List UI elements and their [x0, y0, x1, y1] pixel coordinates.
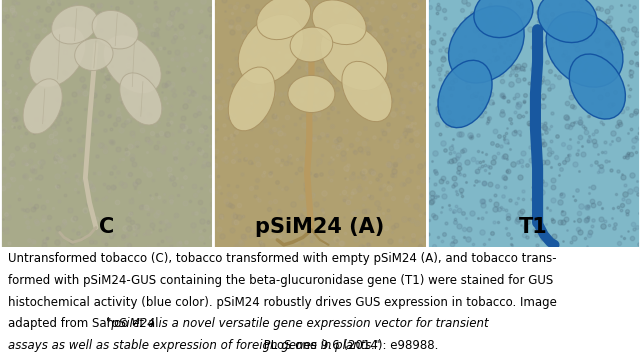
Ellipse shape — [238, 14, 303, 84]
Ellipse shape — [290, 27, 333, 62]
Ellipse shape — [569, 54, 625, 119]
Text: T1: T1 — [519, 217, 548, 238]
Text: "pSiM24 is a novel versatile gene expression vector for transient: "pSiM24 is a novel versatile gene expres… — [106, 317, 489, 330]
Text: adapted from Sahoo et al: adapted from Sahoo et al — [8, 317, 162, 330]
Ellipse shape — [120, 73, 162, 125]
Ellipse shape — [321, 23, 388, 91]
Ellipse shape — [546, 12, 623, 87]
Text: PLoS one 9.6 (2014): e98988.: PLoS one 9.6 (2014): e98988. — [260, 339, 438, 352]
Ellipse shape — [29, 26, 86, 87]
Ellipse shape — [342, 61, 392, 122]
Ellipse shape — [312, 0, 366, 44]
Ellipse shape — [103, 35, 161, 93]
Ellipse shape — [449, 6, 524, 83]
Ellipse shape — [92, 10, 138, 49]
Ellipse shape — [228, 67, 275, 131]
Ellipse shape — [474, 0, 533, 38]
Text: C: C — [99, 217, 115, 238]
Text: histochemical activity (blue color). pSiM24 robustly drives GUS expression in to: histochemical activity (blue color). pSi… — [8, 296, 557, 309]
Ellipse shape — [257, 0, 310, 40]
Ellipse shape — [438, 60, 492, 128]
Ellipse shape — [75, 38, 113, 70]
Text: pSiM24 (A): pSiM24 (A) — [255, 217, 385, 238]
Ellipse shape — [538, 0, 597, 43]
Ellipse shape — [52, 5, 98, 44]
Text: Untransformed tobacco (C), tobacco transformed with empty pSiM24 (A), and tobacc: Untransformed tobacco (C), tobacco trans… — [8, 252, 556, 265]
Text: assays as well as stable expression of foreign genes in plants.": assays as well as stable expression of f… — [8, 339, 380, 352]
Ellipse shape — [23, 79, 62, 134]
Text: formed with pSiM24-GUS containing the beta-glucuronidase gene (T1) were stained : formed with pSiM24-GUS containing the be… — [8, 274, 553, 287]
Ellipse shape — [288, 75, 335, 113]
